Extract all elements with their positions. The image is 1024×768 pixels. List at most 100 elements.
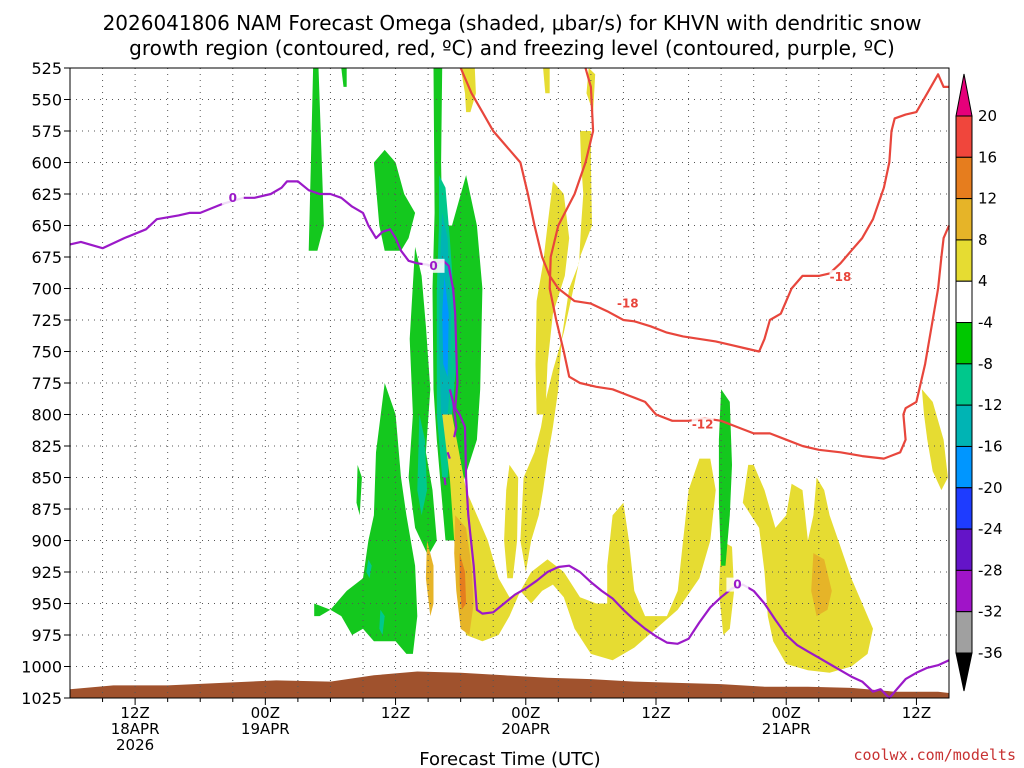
colorbar-bin-5 (955, 322, 973, 365)
colorbar-bin-9 (955, 487, 973, 530)
colorbar-label-2: 12 (978, 190, 997, 208)
xtick-label-0-2: 2026 (116, 736, 154, 754)
xtick-label-0-1: 18APR (111, 720, 160, 738)
ytick-label-825: 825 (31, 437, 62, 456)
ytick-label-775: 775 (31, 374, 62, 393)
omega-region-green-3 (408, 246, 437, 556)
xtick-label-5-1: 21APR (762, 720, 811, 738)
xtick-label-5-0: 00Z (772, 704, 801, 722)
freezing-label-0: 0 (229, 191, 237, 205)
ytick-label-800: 800 (31, 406, 62, 425)
xtick-label-1-1: 19APR (241, 720, 290, 738)
terrain-fill (70, 671, 949, 698)
ytick-label-525: 525 (31, 59, 62, 78)
dendritic-contour-1 (548, 67, 951, 460)
dendritic-label-0-bg (616, 296, 639, 311)
colorbar-bin-10 (955, 528, 973, 571)
ytick-label-550: 550 (31, 91, 62, 110)
colorbar-label-12: -32 (978, 603, 1003, 621)
xtick-label-2-0: 12Z (381, 704, 410, 722)
dendritic-label-0: -18 (617, 297, 639, 311)
freezing-label-0-bg (221, 190, 244, 205)
chart-title-line2: growth region (contoured, red, ºC) and f… (129, 36, 895, 60)
omega-region-green-27 (718, 389, 732, 566)
colorbar-bin-12 (955, 611, 973, 654)
colorbar-label-3: 8 (978, 231, 988, 249)
freezing-level-contour (69, 180, 950, 700)
colorbar-label-13: -36 (978, 644, 1003, 662)
pressure-axis: 525 550 575 600 625 650 675 700 725 750 775 800 825 8… (21, 59, 70, 708)
dendritic-label-2-bg (691, 417, 714, 432)
ytick-label-1000: 1000 (21, 658, 62, 677)
ytick-label-675: 675 (31, 248, 62, 267)
colorbar-label-10: -24 (978, 520, 1003, 538)
colorbar-label-6: -8 (978, 355, 993, 373)
omega-region-gold-24 (425, 540, 434, 617)
omega-region-gold-25 (811, 553, 832, 617)
colorbar-bin-2 (955, 198, 973, 241)
omega-shading (308, 68, 948, 673)
xtick-label-3-1: 20APR (501, 720, 550, 738)
colorbar-label-11: -28 (978, 561, 1003, 579)
omega-region-orange-26 (459, 553, 467, 610)
ytick-label-975: 975 (31, 626, 62, 645)
colorbar-bin-8 (955, 445, 973, 489)
colorbar-label-1: 16 (978, 148, 997, 166)
colorbar-bin-0 (955, 115, 973, 158)
colorbar-bin-6 (955, 363, 973, 406)
omega-region-green-2 (373, 149, 416, 251)
xtick-label-0-0: 12Z (120, 704, 149, 722)
colorbar-bin-3 (955, 239, 973, 282)
colorbar-bin-4 (955, 280, 973, 324)
ytick-label-875: 875 (31, 500, 62, 519)
ytick-label-850: 850 (31, 469, 62, 488)
ytick-label-925: 925 (31, 563, 62, 582)
colorbar-label-4: 4 (978, 272, 988, 290)
freezing-level-fragment-2 (443, 477, 447, 486)
dendritic-label-2: -12 (692, 418, 714, 432)
colorbar: 20 16 12 8 4 -4 -8 -12 -16 -20 -24 -28 -32 -36 (955, 73, 1003, 692)
site-credit: coolwx.com/modelts (853, 746, 1016, 764)
contour-lines: -18 -18 -12 0 0 0 (69, 67, 951, 700)
x-axis-label: Forecast Time (UTC) (419, 749, 600, 768)
grid-lines (70, 68, 949, 698)
terrain-polygon (70, 671, 949, 698)
omega-region-yellow-16 (520, 131, 592, 572)
omega-region-green-0 (308, 68, 324, 251)
omega-region-green-1 (341, 68, 347, 87)
omega-region-blue-10 (442, 275, 449, 377)
ytick-label-575: 575 (31, 122, 62, 141)
omega-region-teal-12 (379, 609, 385, 635)
freezing-label-1-bg (422, 258, 445, 273)
ytick-label-725: 725 (31, 311, 62, 330)
omega-region-yellow-18 (504, 464, 519, 579)
freezing-level-fragment-0 (448, 389, 458, 438)
omega-region-yellow-21 (742, 464, 873, 673)
ytick-label-700: 700 (31, 280, 62, 299)
freezing-label-2: 0 (733, 578, 741, 592)
ytick-label-625: 625 (31, 185, 62, 204)
colorbar-bin-1 (955, 156, 973, 200)
xtick-label-3-0: 00Z (511, 704, 540, 722)
ytick-label-950: 950 (31, 595, 62, 614)
omega-region-yellow-22 (921, 389, 948, 491)
omega-region-green-5 (356, 464, 362, 516)
colorbar-label-0: 20 (978, 107, 997, 125)
omega-region-teal-11 (366, 559, 372, 579)
chart-title-line1: 2026041806 NAM Forecast Omega (shaded, μ… (103, 11, 922, 35)
xtick-label-1-0: 00Z (251, 704, 280, 722)
freezing-level-fragment-1 (446, 451, 451, 459)
omega-region-green-4 (314, 383, 418, 654)
dendritic-label-1: -18 (830, 270, 852, 284)
ytick-label-1025: 1025 (21, 689, 62, 708)
ytick-label-750: 750 (31, 343, 62, 362)
ytick-label-650: 650 (31, 217, 62, 236)
omega-region-yellow-14 (543, 68, 550, 94)
freezing-label-2-bg (726, 577, 749, 592)
omega-region-teal-8 (417, 414, 427, 516)
colorbar-bottom-arrow (955, 652, 973, 692)
ytick-label-600: 600 (31, 154, 62, 173)
colorbar-label-9: -20 (978, 479, 1003, 497)
colorbar-bin-11 (955, 569, 973, 613)
